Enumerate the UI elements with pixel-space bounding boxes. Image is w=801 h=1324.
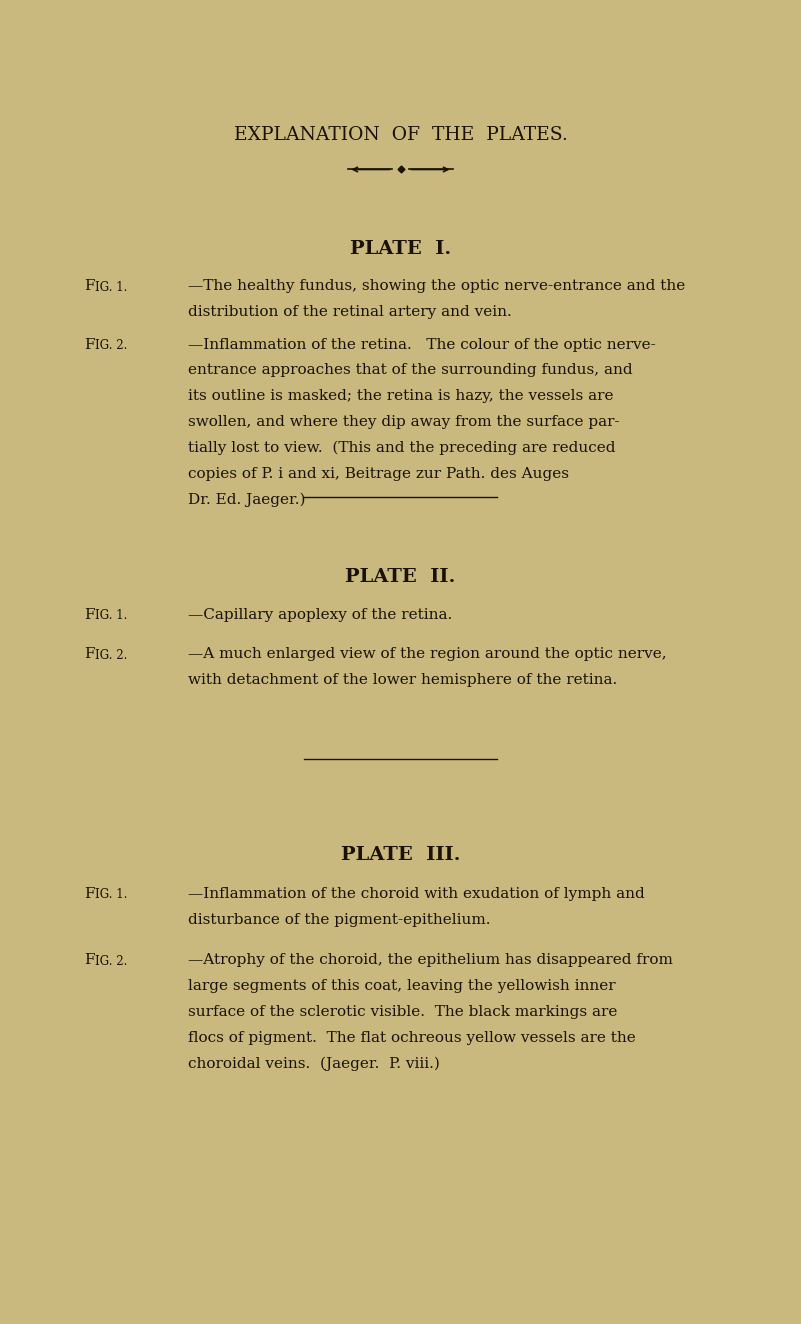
Text: —The healthy fundus, showing the optic nerve-entrance and the: —The healthy fundus, showing the optic n… <box>188 279 686 294</box>
Text: F: F <box>84 953 95 968</box>
Text: PLATE  III.: PLATE III. <box>340 846 461 865</box>
Text: flocs of pigment.  The flat ochreous yellow vessels are the: flocs of pigment. The flat ochreous yell… <box>188 1030 636 1045</box>
Text: EXPLANATION  OF  THE  PLATES.: EXPLANATION OF THE PLATES. <box>234 126 567 144</box>
Text: large segments of this coat, leaving the yellowish inner: large segments of this coat, leaving the… <box>188 980 616 993</box>
Text: with detachment of the lower hemisphere of the retina.: with detachment of the lower hemisphere … <box>188 673 618 687</box>
Text: IG. 2.: IG. 2. <box>95 649 127 662</box>
Text: F: F <box>84 608 95 622</box>
Text: IG. 2.: IG. 2. <box>95 955 127 968</box>
Text: PLATE  II.: PLATE II. <box>345 568 456 587</box>
Text: IG. 2.: IG. 2. <box>95 339 127 352</box>
Text: F: F <box>84 647 95 662</box>
Text: —Inflammation of the choroid with exudation of lymph and: —Inflammation of the choroid with exudat… <box>188 887 645 902</box>
Text: F: F <box>84 887 95 902</box>
Text: surface of the sclerotic visible.  The black markings are: surface of the sclerotic visible. The bl… <box>188 1005 618 1019</box>
Text: —Capillary apoplexy of the retina.: —Capillary apoplexy of the retina. <box>188 608 453 622</box>
Text: F: F <box>84 279 95 294</box>
Text: copies of P. i and xi, Beitrage zur Path. des Auges: copies of P. i and xi, Beitrage zur Path… <box>188 467 570 481</box>
Text: entrance approaches that of the surrounding fundus, and: entrance approaches that of the surround… <box>188 363 633 377</box>
Text: Dr. Ed. Jaeger.): Dr. Ed. Jaeger.) <box>188 493 306 507</box>
Text: distribution of the retinal artery and vein.: distribution of the retinal artery and v… <box>188 305 512 319</box>
Text: —Atrophy of the choroid, the epithelium has disappeared from: —Atrophy of the choroid, the epithelium … <box>188 953 673 968</box>
Text: —A much enlarged view of the region around the optic nerve,: —A much enlarged view of the region arou… <box>188 647 667 662</box>
Text: choroidal veins.  (Jaeger.  P. viii.): choroidal veins. (Jaeger. P. viii.) <box>188 1057 440 1071</box>
Text: IG. 1.: IG. 1. <box>95 281 127 294</box>
Text: swollen, and where they dip away from the surface par-: swollen, and where they dip away from th… <box>188 416 620 429</box>
Text: PLATE  I.: PLATE I. <box>350 240 451 258</box>
Text: —Inflammation of the retina.   The colour of the optic nerve-: —Inflammation of the retina. The colour … <box>188 338 656 352</box>
Text: its outline is masked; the retina is hazy, the vessels are: its outline is masked; the retina is haz… <box>188 389 614 404</box>
Text: disturbance of the pigment-epithelium.: disturbance of the pigment-epithelium. <box>188 914 491 927</box>
Text: F: F <box>84 338 95 352</box>
Text: IG. 1.: IG. 1. <box>95 609 127 622</box>
Text: IG. 1.: IG. 1. <box>95 888 127 902</box>
Text: tially lost to view.  (This and the preceding are reduced: tially lost to view. (This and the prece… <box>188 441 616 455</box>
